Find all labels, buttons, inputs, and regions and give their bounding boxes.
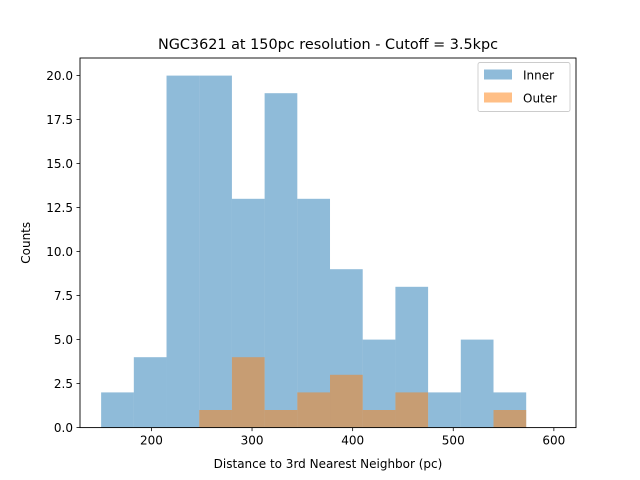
bar-outer-9	[493, 410, 527, 428]
bar-outer-1	[231, 357, 265, 428]
y-tick-label: 7.5	[54, 289, 73, 303]
bar-inner-1	[133, 357, 167, 428]
y-tick-label: 17.5	[46, 113, 73, 127]
bar-inner-2	[166, 75, 200, 428]
bars-layer	[101, 75, 527, 428]
x-tick-label: 600	[542, 434, 565, 448]
bar-inner-3	[199, 75, 232, 428]
bar-outer-2	[264, 410, 298, 428]
x-tick-label: 200	[140, 434, 163, 448]
y-tick-label: 0.0	[54, 421, 73, 435]
bar-inner-6	[297, 198, 331, 428]
bar-inner-10	[428, 392, 461, 428]
y-tick-label: 5.0	[54, 333, 73, 347]
chart-title: NGC3621 at 150pc resolution - Cutoff = 3…	[158, 37, 498, 53]
y-tick-label: 10.0	[46, 245, 73, 259]
x-tick-label: 500	[442, 434, 465, 448]
y-tick-label: 15.0	[46, 157, 73, 171]
bar-outer-3	[297, 392, 331, 428]
y-axis-label: Counts	[19, 222, 33, 264]
legend-label-outer: Outer	[523, 92, 557, 106]
x-axis-ticks: 200 300 400 500 600	[140, 427, 565, 448]
x-tick-label: 400	[341, 434, 364, 448]
bar-outer-0	[199, 410, 232, 428]
bar-inner-11	[460, 339, 494, 428]
x-axis-label: Distance to 3rd Nearest Neighbor (pc)	[214, 457, 443, 471]
bar-outer-6	[395, 392, 429, 428]
axes-frame	[79, 57, 577, 429]
bar-outer-5	[362, 410, 396, 428]
legend-swatch-inner	[484, 69, 512, 80]
x-tick-label: 300	[241, 434, 264, 448]
legend-swatch-outer	[484, 92, 512, 103]
bar-inner-5	[264, 93, 298, 428]
y-tick-label: 2.5	[54, 377, 73, 391]
bar-inner-0	[101, 392, 134, 428]
y-tick-label: 20.0	[46, 69, 73, 83]
legend: Inner Outer	[477, 62, 571, 112]
legend-label-inner: Inner	[523, 69, 554, 83]
y-tick-label: 12.5	[46, 201, 73, 215]
y-axis-ticks: 0.0 2.5 5.0 7.5 10.0 12.5 15.0 17.5 20.0	[46, 69, 80, 435]
bar-outer-4	[330, 374, 363, 428]
